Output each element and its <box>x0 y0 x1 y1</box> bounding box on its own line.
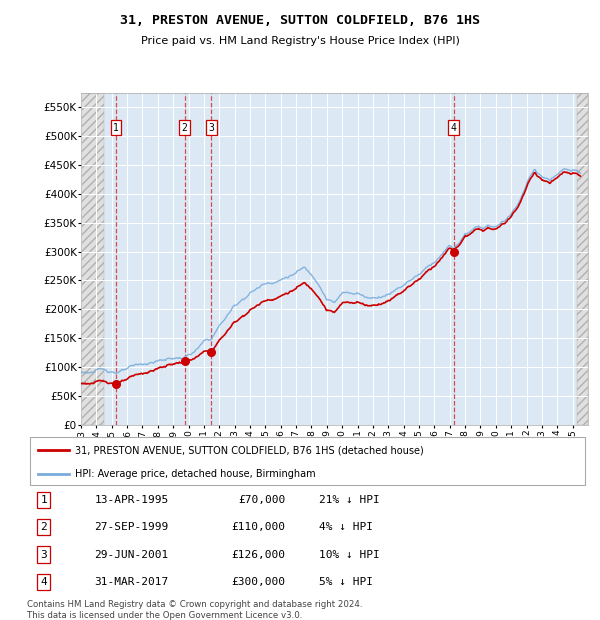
Text: Price paid vs. HM Land Registry's House Price Index (HPI): Price paid vs. HM Land Registry's House … <box>140 36 460 46</box>
Text: 1: 1 <box>113 123 119 133</box>
Text: £110,000: £110,000 <box>231 523 285 533</box>
Text: 4% ↓ HPI: 4% ↓ HPI <box>319 523 373 533</box>
Text: £126,000: £126,000 <box>231 549 285 559</box>
Text: 21% ↓ HPI: 21% ↓ HPI <box>319 495 379 505</box>
Text: 2: 2 <box>182 123 187 133</box>
Bar <box>577 93 588 425</box>
Text: 1: 1 <box>40 495 47 505</box>
Bar <box>81 93 104 425</box>
Text: 3: 3 <box>208 123 214 133</box>
Text: 5% ↓ HPI: 5% ↓ HPI <box>319 577 373 587</box>
Text: £70,000: £70,000 <box>238 495 285 505</box>
Text: 10% ↓ HPI: 10% ↓ HPI <box>319 549 379 559</box>
Text: 13-APR-1995: 13-APR-1995 <box>94 495 169 505</box>
Text: 31-MAR-2017: 31-MAR-2017 <box>94 577 169 587</box>
Text: 29-JUN-2001: 29-JUN-2001 <box>94 549 169 559</box>
Text: HPI: Average price, detached house, Birmingham: HPI: Average price, detached house, Birm… <box>74 469 316 479</box>
Text: 4: 4 <box>40 577 47 587</box>
FancyBboxPatch shape <box>30 437 585 485</box>
Text: 31, PRESTON AVENUE, SUTTON COLDFIELD, B76 1HS: 31, PRESTON AVENUE, SUTTON COLDFIELD, B7… <box>120 14 480 27</box>
Text: 31, PRESTON AVENUE, SUTTON COLDFIELD, B76 1HS (detached house): 31, PRESTON AVENUE, SUTTON COLDFIELD, B7… <box>74 445 424 455</box>
Text: 2: 2 <box>40 523 47 533</box>
Text: 3: 3 <box>40 549 47 559</box>
Text: Contains HM Land Registry data © Crown copyright and database right 2024.
This d: Contains HM Land Registry data © Crown c… <box>27 600 362 619</box>
Text: 4: 4 <box>451 123 457 133</box>
Text: £300,000: £300,000 <box>231 577 285 587</box>
Text: 27-SEP-1999: 27-SEP-1999 <box>94 523 169 533</box>
